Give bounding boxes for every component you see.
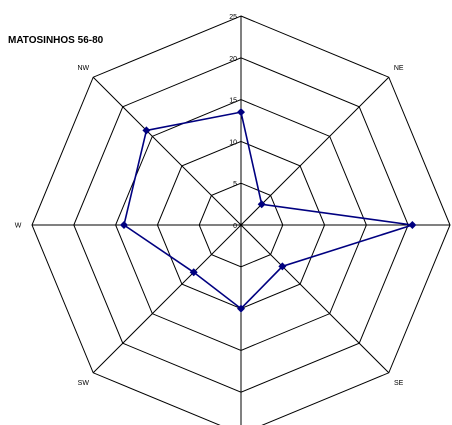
data-point <box>189 268 198 277</box>
data-point <box>257 200 266 209</box>
grid-ring <box>31 15 451 425</box>
radar-grid <box>31 15 451 425</box>
tick-label: 0 <box>233 223 237 230</box>
series-line <box>123 111 413 310</box>
grid-spoke <box>92 224 242 374</box>
chart-title: MATOSINHOS 56-80 <box>8 35 104 46</box>
grid-spoke <box>92 76 242 226</box>
grid-spoke <box>240 76 390 226</box>
tick-label: 25 <box>229 14 237 21</box>
direction-label: SE <box>394 380 404 387</box>
grid-spoke <box>240 224 390 374</box>
tick-label: 15 <box>229 98 237 105</box>
data-series <box>119 108 417 313</box>
data-point <box>237 108 245 117</box>
direction-label: SW <box>78 380 90 387</box>
direction-label: NE <box>394 65 404 72</box>
direction-label: NW <box>77 65 89 72</box>
data-point <box>237 304 245 313</box>
tick-label: 20 <box>229 56 237 63</box>
radial-tick-labels: 0 5 10 15 20 25 <box>229 14 237 230</box>
data-point <box>278 262 287 271</box>
tick-label: 10 <box>229 139 237 146</box>
data-point <box>142 126 151 135</box>
data-point <box>408 221 417 229</box>
direction-labels: NE SE SW W NW <box>15 65 404 387</box>
tick-label: 5 <box>233 181 237 188</box>
direction-label: W <box>15 223 22 230</box>
data-point <box>119 221 128 229</box>
